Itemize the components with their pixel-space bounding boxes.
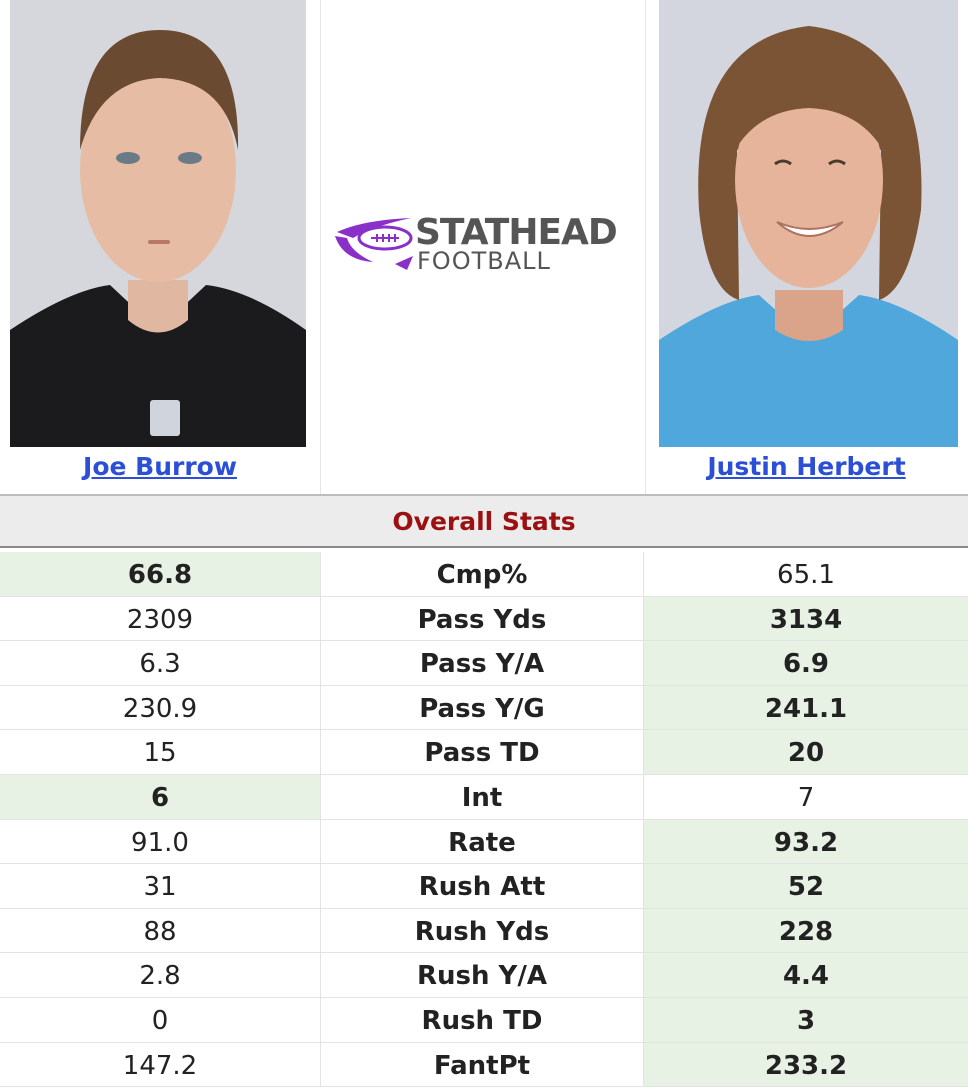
stat-value-left: 31 (0, 864, 320, 909)
stat-label: Rush TD (320, 997, 644, 1043)
stathead-football-logo: STATHEAD FOOTBALL (333, 206, 633, 286)
football-swoosh-icon (335, 218, 413, 270)
stat-label: Int (320, 774, 644, 820)
stats-row: 6.3 Pass Y/A 6.9 (0, 641, 968, 686)
stat-value-right: 93.2 (644, 819, 968, 865)
stat-label: Pass Y/A (320, 641, 644, 686)
stat-value-left: 2.8 (0, 953, 320, 998)
player-comparison-header: Joe Burrow STATHEAD FOOTBALL (0, 0, 968, 494)
stat-label: Cmp% (320, 552, 644, 597)
player-right-column: Justin Herbert (645, 0, 968, 494)
stat-value-right: 6.9 (644, 641, 968, 686)
section-title: Overall Stats (0, 494, 968, 548)
stats-row: 2.8 Rush Y/A 4.4 (0, 953, 968, 998)
stat-value-right: 233.2 (644, 1042, 968, 1088)
logo-line-1: STATHEAD (415, 212, 618, 253)
stats-row: 6 Int 7 (0, 774, 968, 820)
stat-value-right: 65.1 (644, 552, 968, 597)
stats-row: 230.9 Pass Y/G 241.1 (0, 685, 968, 731)
stat-label: Pass TD (320, 730, 644, 775)
stat-value-right: 52 (644, 864, 968, 909)
stat-label: Rush Yds (320, 908, 644, 954)
stat-value-right: 4.4 (644, 953, 968, 998)
stat-value-left: 66.8 (0, 552, 320, 597)
stat-value-left: 0 (0, 998, 320, 1043)
stats-row: 91.0 Rate 93.2 (0, 819, 968, 865)
stat-value-left: 88 (0, 909, 320, 954)
player-left-name-link[interactable]: Joe Burrow (83, 452, 237, 481)
player-left-headshot (10, 0, 306, 447)
stat-value-left: 6 (0, 774, 320, 820)
stat-value-right: 228 (644, 908, 968, 954)
stats-row: 0 Rush TD 3 (0, 997, 968, 1043)
stat-value-left: 230.9 (0, 686, 320, 731)
stats-row: 2309 Pass Yds 3134 (0, 596, 968, 642)
stat-label: Rush Att (320, 864, 644, 909)
stat-value-left: 147.2 (0, 1043, 320, 1088)
stat-value-right: 7 (644, 775, 968, 820)
stat-label: Rush Y/A (320, 953, 644, 998)
stat-value-right: 3134 (644, 596, 968, 642)
stat-label: Pass Yds (320, 596, 644, 642)
stat-value-left: 6.3 (0, 641, 320, 686)
player-left-column: Joe Burrow (0, 0, 320, 494)
stat-label: Rate (320, 819, 644, 865)
stats-row: 66.8 Cmp% 65.1 (0, 552, 968, 597)
stat-value-right: 20 (644, 730, 968, 775)
player-right-headshot (659, 0, 958, 447)
logo-line-2: FOOTBALL (417, 247, 551, 275)
stat-value-left: 15 (0, 730, 320, 775)
logo-column: STATHEAD FOOTBALL (320, 0, 646, 494)
player-right-name-link[interactable]: Justin Herbert (707, 452, 906, 481)
stats-table: 66.8 Cmp% 65.1 2309 Pass Yds 3134 6.3 Pass Y/A 6… (0, 552, 968, 1088)
stats-row: 88 Rush Yds 228 (0, 908, 968, 954)
stat-value-right: 241.1 (644, 685, 968, 731)
stat-label: Pass Y/G (320, 685, 644, 731)
stats-row: 31 Rush Att 52 (0, 864, 968, 909)
stats-row: 15 Pass TD 20 (0, 730, 968, 775)
stat-value-right: 3 (644, 997, 968, 1043)
stat-value-left: 2309 (0, 597, 320, 642)
stats-row: 147.2 FantPt 233.2 (0, 1042, 968, 1088)
stat-value-left: 91.0 (0, 820, 320, 865)
stat-label: FantPt (320, 1042, 644, 1088)
